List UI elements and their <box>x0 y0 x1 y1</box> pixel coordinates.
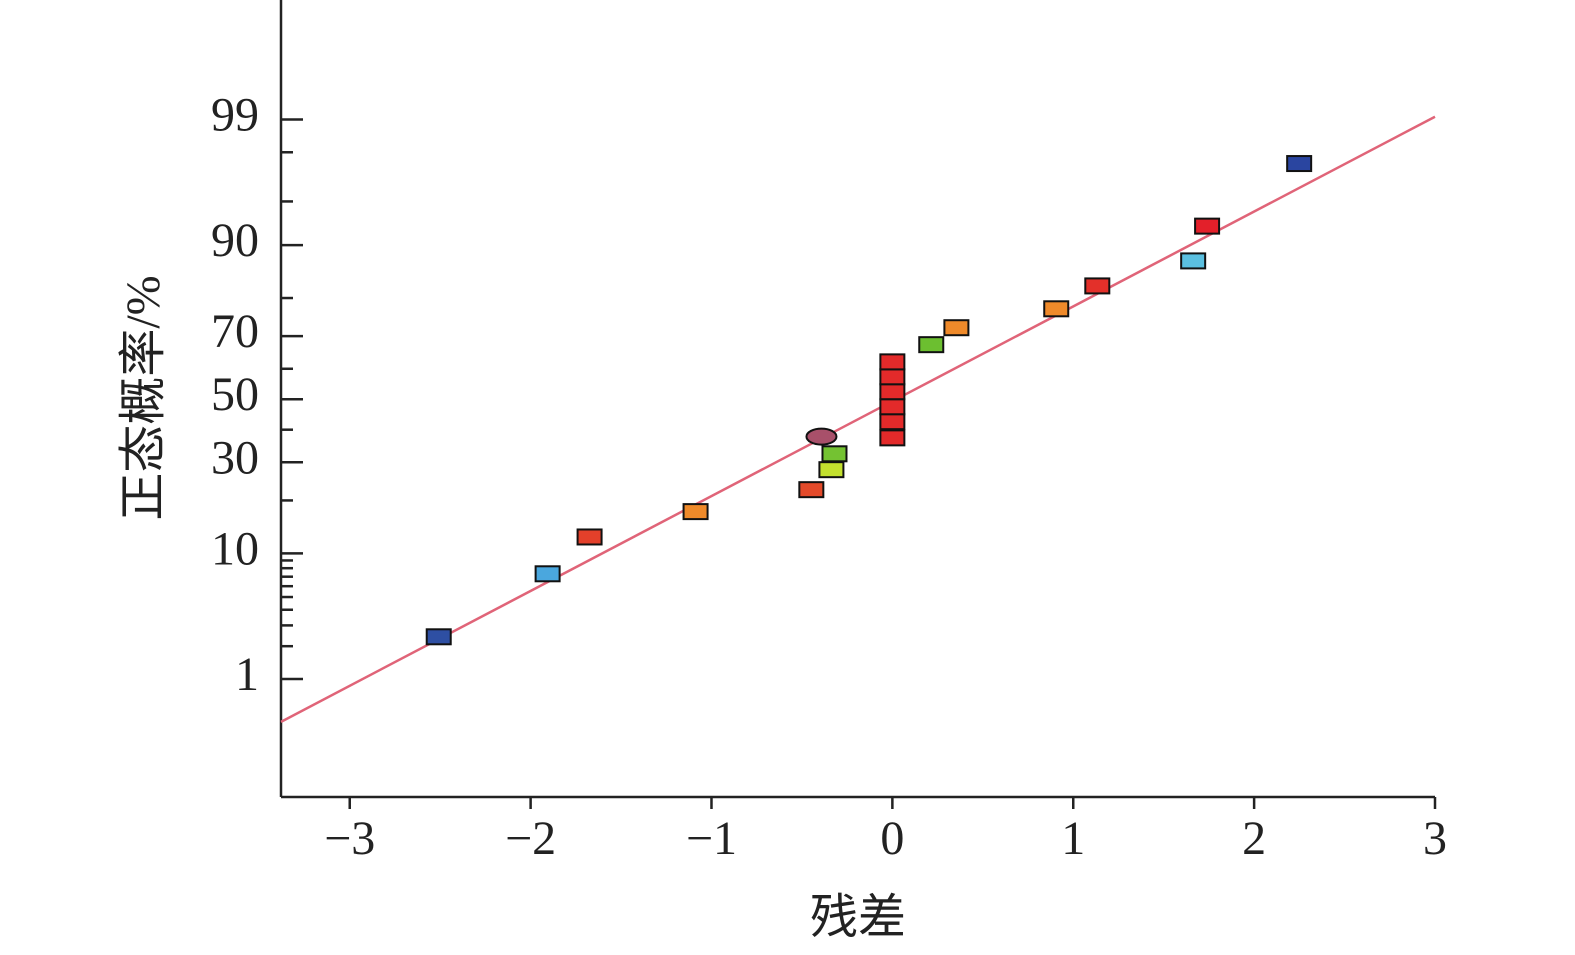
point <box>1084 277 1111 295</box>
y-axis-label: 正态概率/% <box>117 275 170 520</box>
point <box>798 481 825 499</box>
point <box>425 628 452 646</box>
y-tick-label: 10 <box>211 522 259 575</box>
point <box>879 398 906 416</box>
point <box>1194 217 1221 235</box>
point <box>576 528 603 546</box>
point <box>918 336 945 354</box>
fit-line <box>280 115 1436 723</box>
point <box>879 383 906 401</box>
point <box>943 319 970 337</box>
y-tick-label: 90 <box>211 214 259 267</box>
point <box>879 429 906 447</box>
x-tick-label: 2 <box>1242 812 1266 865</box>
y-tick-label: 50 <box>211 368 259 421</box>
x-tick-label: −1 <box>686 812 737 865</box>
y-tick-label: 70 <box>211 305 259 358</box>
x-tick-label: 3 <box>1423 812 1447 865</box>
point <box>879 368 906 386</box>
point <box>821 445 848 463</box>
x-tick-label: −3 <box>324 812 375 865</box>
x-tick-label: 0 <box>880 812 904 865</box>
point <box>879 413 906 431</box>
y-tick-label: 30 <box>211 431 259 484</box>
x-tick-label: 1 <box>1061 812 1085 865</box>
point <box>805 427 838 446</box>
y-tick-label: 1 <box>235 648 259 701</box>
point <box>534 565 561 583</box>
point <box>682 503 709 521</box>
point <box>818 461 845 479</box>
point <box>1043 300 1070 318</box>
x-tick-label: −2 <box>505 812 556 865</box>
x-axis-label: 残差 <box>810 891 906 944</box>
y-tick-label: 99 <box>211 89 259 142</box>
point <box>1180 252 1207 270</box>
point <box>879 353 906 371</box>
point <box>1286 155 1313 173</box>
